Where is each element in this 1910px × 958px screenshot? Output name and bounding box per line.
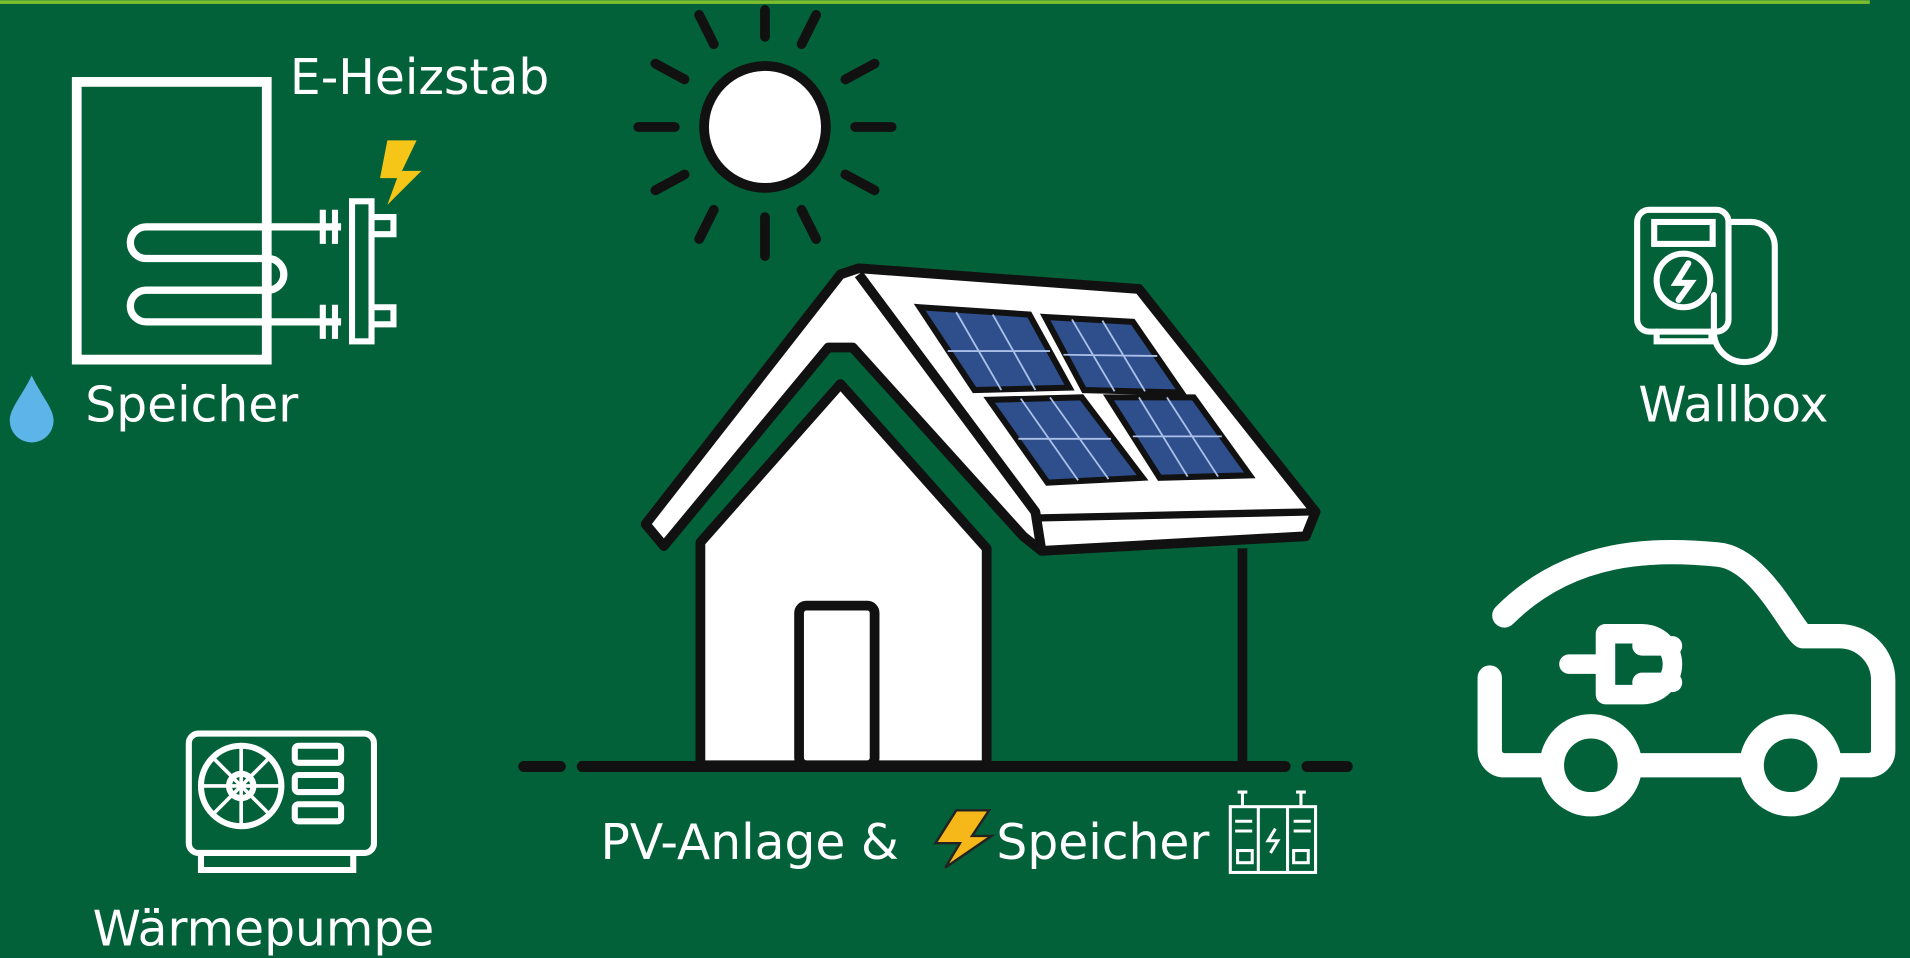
solar-panels bbox=[913, 303, 1256, 486]
sun-icon bbox=[633, 5, 897, 261]
battery-label: Speicher bbox=[996, 815, 1210, 871]
lightning-icon bbox=[380, 140, 422, 205]
tank-icon bbox=[71, 77, 397, 365]
battery-icon bbox=[1228, 790, 1318, 874]
wallbox-label: Wallbox bbox=[1638, 378, 1828, 434]
lightning-icon bbox=[933, 809, 996, 869]
water-drop-icon bbox=[9, 375, 54, 443]
storage-label: Speicher bbox=[85, 378, 299, 434]
car-icon bbox=[1477, 539, 1896, 817]
pv-label: PV-Anlage & bbox=[601, 815, 899, 871]
heat-pump-icon bbox=[185, 730, 378, 874]
wallbox-icon bbox=[1634, 206, 1778, 366]
panel-grid bbox=[947, 311, 1222, 481]
heat-pump-label: Wärmepumpe bbox=[93, 902, 435, 958]
heater-label: E-Heizstab bbox=[290, 50, 549, 106]
top-line bbox=[0, 0, 1870, 4]
